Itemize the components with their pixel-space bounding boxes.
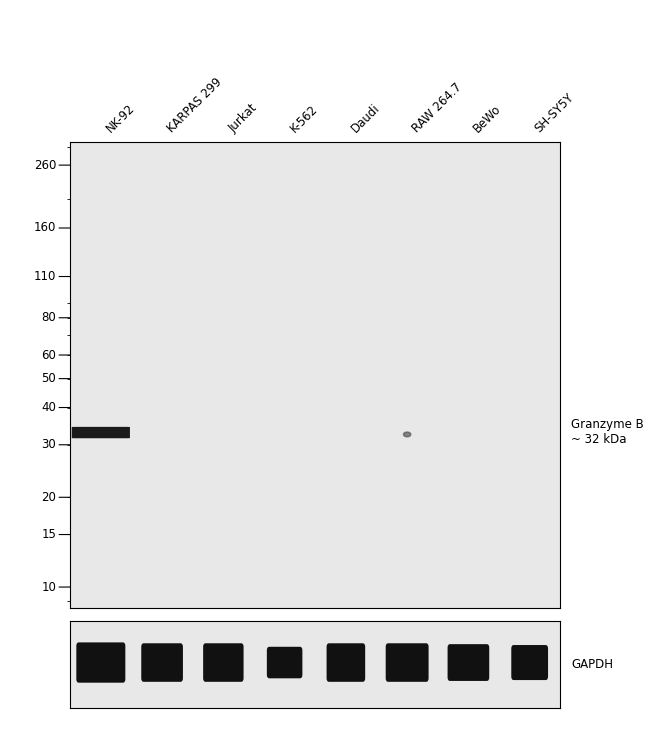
Text: 10: 10	[42, 580, 57, 593]
Text: KARPAS 299: KARPAS 299	[165, 76, 224, 135]
FancyBboxPatch shape	[267, 647, 302, 678]
FancyBboxPatch shape	[141, 643, 183, 682]
Text: SH-SY5Y: SH-SY5Y	[532, 91, 577, 135]
FancyBboxPatch shape	[512, 645, 548, 680]
Text: 20: 20	[42, 491, 57, 504]
Text: RAW 264.7: RAW 264.7	[410, 81, 465, 135]
Text: 30: 30	[42, 438, 57, 451]
Text: BeWo: BeWo	[471, 103, 504, 135]
Text: 160: 160	[34, 221, 57, 234]
Text: K-562: K-562	[287, 103, 320, 135]
Text: 80: 80	[42, 311, 57, 324]
Text: 260: 260	[34, 158, 57, 172]
FancyBboxPatch shape	[385, 643, 428, 682]
Text: Jurkat: Jurkat	[226, 101, 260, 135]
Text: 50: 50	[42, 372, 57, 385]
FancyBboxPatch shape	[72, 427, 130, 438]
Text: 40: 40	[42, 401, 57, 414]
Text: 15: 15	[42, 528, 57, 541]
FancyBboxPatch shape	[448, 644, 489, 681]
Text: Granzyme B
~ 32 kDa: Granzyme B ~ 32 kDa	[571, 418, 644, 447]
Text: Daudi: Daudi	[348, 101, 382, 135]
FancyBboxPatch shape	[76, 642, 125, 683]
FancyBboxPatch shape	[203, 643, 244, 682]
Ellipse shape	[404, 432, 411, 437]
Text: GAPDH: GAPDH	[571, 658, 614, 671]
Text: NK-92: NK-92	[103, 101, 137, 135]
Text: 110: 110	[34, 270, 57, 283]
FancyBboxPatch shape	[326, 643, 365, 682]
Text: 60: 60	[42, 348, 57, 361]
